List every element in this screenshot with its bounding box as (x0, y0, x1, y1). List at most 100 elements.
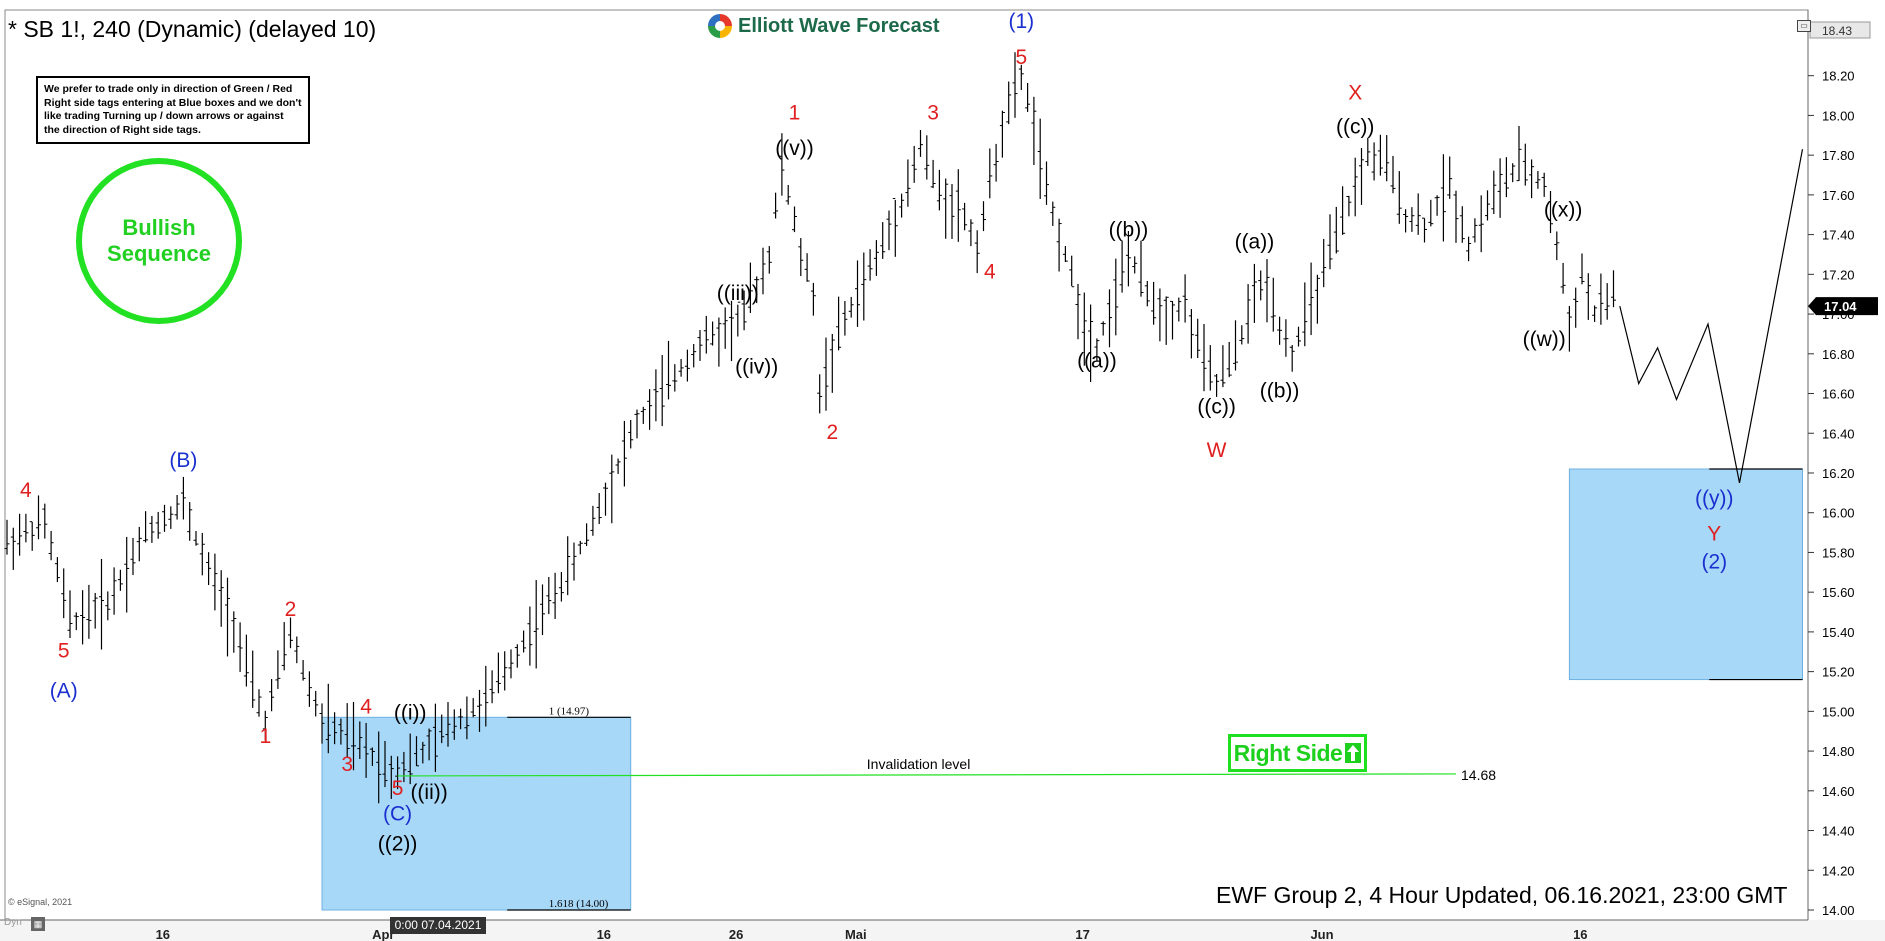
price-tick-label: 18.00 (1822, 108, 1855, 123)
wave-label: ((x)) (1544, 199, 1582, 222)
price-tick-label: 14.60 (1822, 784, 1855, 799)
wave-label: ((a)) (1077, 350, 1117, 373)
price-axis: 14.00 14.20 14.40 14.60 14.80 15.00 15.20 15.40… (1807, 10, 1885, 920)
wave-label: ((iv)) (735, 356, 778, 379)
wave-label: 2 (826, 421, 838, 444)
wave-label: ((a)) (1235, 231, 1275, 254)
fibonacci-blue-boxes: 1 (14.97)1.618 (14.00)1 (16.22)1.618 (15… (321, 457, 1866, 911)
wave-label: ((ii)) (410, 781, 447, 804)
price-tick-label: 16.40 (1822, 426, 1855, 441)
sequence-label: Sequence (107, 241, 211, 266)
wave-labels: 4 5 (A) (B) 2 1 4 3 ((i)) 5 ((ii))(C) ((2)) ((iii)) (… (20, 10, 1733, 855)
price-tick-label: 15.40 (1822, 625, 1855, 640)
elliott-wave-logo-icon (708, 14, 732, 38)
wave-label: 1 (789, 101, 801, 124)
price-tick-label: 16.20 (1822, 466, 1855, 481)
price-tick-label: 16.60 (1822, 387, 1855, 402)
wave-label: ((b)) (1109, 219, 1149, 242)
note-line: Right side tags entering at Blue boxes a… (44, 96, 302, 109)
time-tick-label: 16 (597, 927, 611, 941)
box-level-label: 1 (14.97) (549, 705, 590, 717)
wave-label: 5 (58, 640, 70, 663)
wave-label: 5 (392, 777, 404, 800)
note-line: the direction of Right side tags. (44, 123, 201, 136)
price-tick-label: 14.40 (1822, 824, 1855, 839)
wave-label: Y (1707, 523, 1721, 546)
price-tick-label: 15.20 (1822, 665, 1855, 680)
price-tick-label: 16.80 (1822, 347, 1855, 362)
wave-label: X (1348, 82, 1362, 105)
ohlc-bars (4, 52, 1616, 804)
time-axis-bg (0, 920, 1885, 941)
wave-label: (B) (169, 449, 197, 472)
invalidation-line: Invalidation level 14.68 (397, 756, 1496, 783)
maximize-icon[interactable]: ▭ (1797, 20, 1811, 32)
time-tick-label: 16 (1573, 927, 1587, 941)
time-tick-label: 16 (156, 927, 170, 941)
wave-label: 1 (259, 725, 271, 748)
price-tick-label: 18.20 (1822, 69, 1855, 84)
wave-label: (A) (50, 679, 78, 702)
wave-label: (C) (383, 803, 412, 826)
projection-path (1619, 149, 1804, 484)
chart-grid (4, 9, 1809, 921)
brand-name: Elliott Wave Forecast (738, 14, 940, 37)
note-line: like trading Turning up / down arrows or… (44, 110, 284, 122)
wave-label: 4 (984, 260, 996, 283)
time-tick-label: Jun (1310, 927, 1333, 941)
price-tick-label: 14.00 (1822, 903, 1855, 918)
dyn-label: Dyn (4, 917, 22, 928)
wave-label: ((b)) (1260, 379, 1300, 402)
bullish-sequence-badge: Bullish Sequence (76, 158, 242, 324)
wave-label: 4 (360, 695, 372, 718)
wave-label: (1) (1008, 10, 1034, 33)
price-tick-label: 15.60 (1822, 585, 1855, 600)
right-side-label: Right Side (1233, 739, 1343, 766)
price-tick-label: 17.80 (1822, 148, 1855, 163)
wave-label: W (1207, 439, 1227, 462)
invalidation-level-line (397, 773, 1457, 777)
price-tick-label: 17.60 (1822, 188, 1855, 203)
right-side-tag: Right Side (1228, 734, 1367, 772)
price-tick-label: 15.00 (1822, 704, 1855, 719)
price-tick-label: 17.40 (1822, 228, 1855, 243)
update-footer: EWF Group 2, 4 Hour Updated, 06.16.2021,… (1216, 882, 1788, 908)
wave-label: 3 (927, 101, 939, 124)
calendar-icon[interactable]: ▦ (31, 917, 45, 931)
invalidation-label: Invalidation level (867, 756, 971, 772)
wave-label: ((i)) (394, 701, 427, 724)
blue-box (321, 716, 632, 911)
esignal-copyright: © eSignal, 2021 (8, 897, 73, 907)
wave-label: 4 (20, 479, 32, 502)
wave-label: ((iii)) (717, 282, 759, 305)
arrow-up-icon (1345, 743, 1362, 763)
wave-label: ((y)) (1695, 487, 1733, 510)
trading-note: We prefer to trade only in direction of … (36, 76, 310, 144)
wave-label: ((2)) (378, 832, 418, 855)
bullish-label: Bullish (122, 215, 196, 240)
chart-frame (4, 9, 1809, 921)
wave-label: (2) (1701, 550, 1727, 573)
price-tick-label: 15.80 (1822, 545, 1855, 560)
price-tick-label: 17.20 (1822, 267, 1855, 282)
top-price-label: 18.43 (1822, 24, 1852, 38)
time-tick-label: Apr (372, 927, 394, 941)
wave-label: ((v)) (775, 137, 813, 160)
invalidation-value: 14.68 (1461, 767, 1496, 783)
wave-label: 2 (285, 598, 297, 621)
projection-line (1619, 149, 1804, 484)
brand-logo[interactable]: Elliott Wave Forecast (708, 14, 940, 38)
time-tick-label: Mai (845, 927, 867, 941)
price-axis-bg (1808, 10, 1885, 920)
symbol-title: * SB 1!, 240 (Dynamic) (delayed 10) (8, 16, 377, 42)
wave-label: 3 (341, 753, 353, 776)
note-line: We prefer to trade only in direction of … (44, 83, 293, 95)
last-price-badge (1808, 297, 1878, 316)
crosshair-date-badge: 0:00 07.04.2021 (390, 917, 486, 934)
time-axis: 16 Apr 16 26 Mai 17 Jun 16 (0, 919, 1885, 941)
time-tick-label: 17 (1075, 927, 1089, 941)
blue-box (1568, 468, 1804, 681)
box-level-label: 1.618 (14.00) (549, 898, 609, 910)
last-price-label: 17.04 (1824, 299, 1857, 314)
